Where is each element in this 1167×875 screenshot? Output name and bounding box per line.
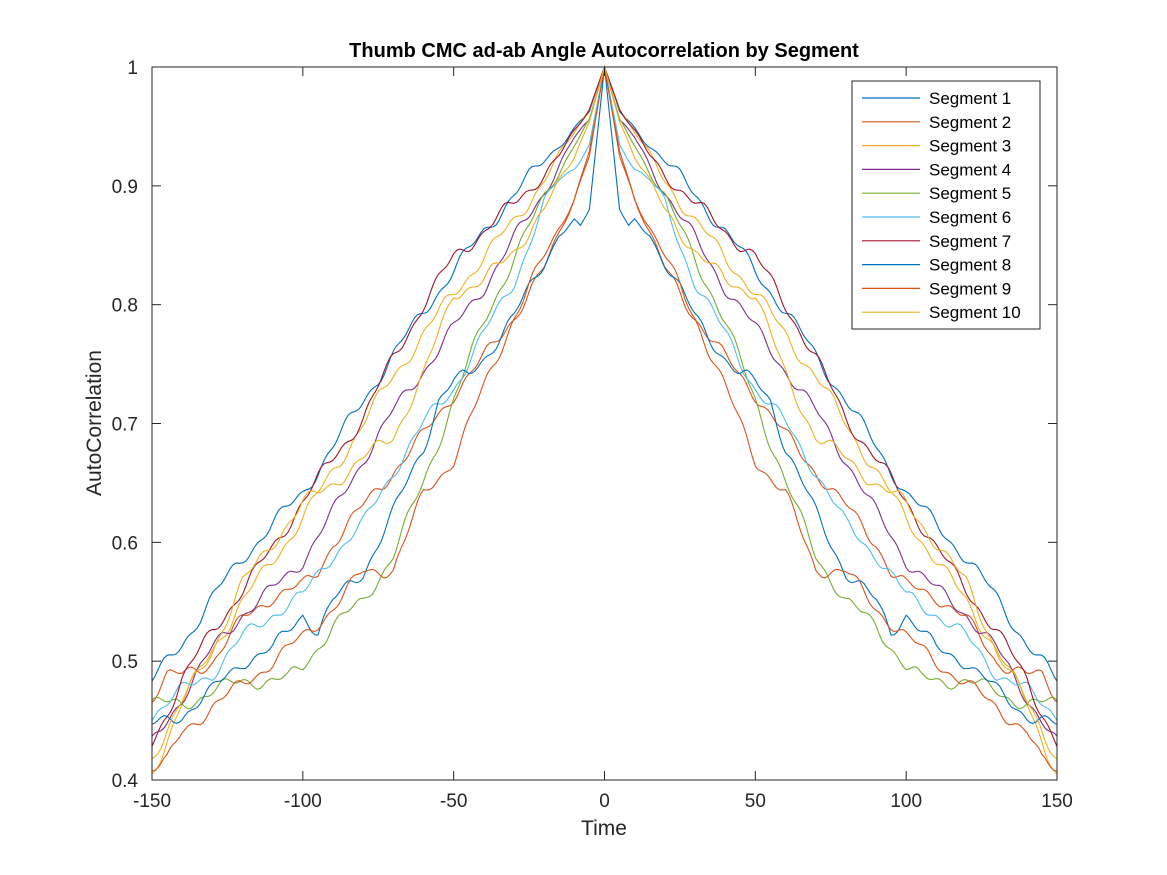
legend-label-segment-8: Segment 8 <box>929 256 1011 275</box>
legend-label-segment-4: Segment 4 <box>929 160 1011 179</box>
legend-label-segment-7: Segment 7 <box>929 232 1011 251</box>
y-tick-label: 1 <box>127 58 138 79</box>
legend-label-segment-2: Segment 2 <box>929 113 1011 132</box>
legend-label-segment-5: Segment 5 <box>929 184 1011 203</box>
legend-label-segment-10: Segment 10 <box>929 303 1021 322</box>
y-tick-label: 0.8 <box>112 296 138 317</box>
x-axis-label: Time <box>581 817 627 840</box>
x-tick-label: 150 <box>1041 791 1073 812</box>
x-tick-label: 100 <box>890 791 922 812</box>
y-tick-label: 0.9 <box>112 177 138 198</box>
x-tick-label: -150 <box>133 791 171 812</box>
y-tick-label: 0.4 <box>112 771 139 792</box>
chart-title: Thumb CMC ad-ab Angle Autocorrelation by… <box>349 40 859 62</box>
x-tick-label: -50 <box>440 791 467 812</box>
y-tick-label: 0.7 <box>112 415 138 436</box>
x-tick-label: 50 <box>745 791 766 812</box>
legend-label-segment-9: Segment 9 <box>929 279 1011 298</box>
legend-label-segment-6: Segment 6 <box>929 208 1011 227</box>
y-tick-label: 0.5 <box>112 652 138 673</box>
legend-label-segment-3: Segment 3 <box>929 137 1011 156</box>
axes: -150 -100 -50 0 50 100 150 0.4 0.5 0.6 0.7 0.8 0.9 1 <box>112 58 1073 812</box>
y-tick-label: 0.6 <box>112 533 138 554</box>
x-tick-label: -100 <box>284 791 322 812</box>
legend[interactable]: Segment 1 Segment 2 Segment 3 Segment 4 Segm… <box>851 80 1041 330</box>
y-axis-label: AutoCorrelation <box>83 350 106 496</box>
x-tick-label: 0 <box>599 791 610 812</box>
legend-label-segment-1: Segment 1 <box>929 89 1011 108</box>
